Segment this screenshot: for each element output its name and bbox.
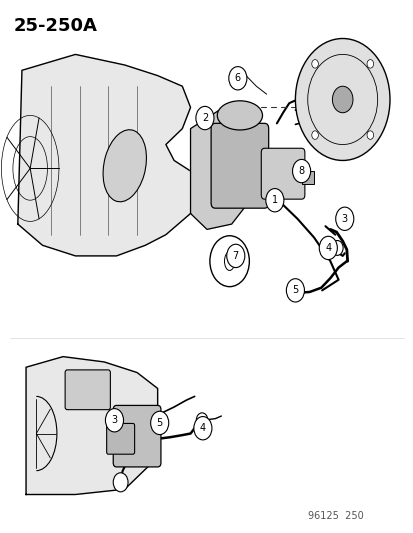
Circle shape (311, 60, 318, 68)
Circle shape (113, 473, 128, 492)
Polygon shape (26, 357, 157, 495)
Polygon shape (190, 108, 247, 229)
Text: 3: 3 (111, 415, 117, 425)
Text: 2: 2 (201, 113, 208, 123)
Polygon shape (18, 54, 198, 256)
Circle shape (331, 240, 342, 255)
Text: 5: 5 (156, 418, 162, 428)
Circle shape (295, 38, 389, 160)
Circle shape (311, 131, 318, 139)
Circle shape (193, 417, 211, 440)
Circle shape (286, 279, 304, 302)
Ellipse shape (67, 376, 108, 406)
FancyBboxPatch shape (211, 123, 268, 208)
FancyBboxPatch shape (65, 370, 110, 410)
FancyBboxPatch shape (107, 423, 134, 454)
Text: 1: 1 (271, 195, 277, 205)
Circle shape (332, 86, 352, 113)
Text: 4: 4 (325, 243, 330, 253)
FancyBboxPatch shape (261, 148, 304, 199)
Circle shape (226, 244, 244, 268)
Text: 25-250A: 25-250A (14, 17, 97, 35)
Text: 8: 8 (298, 166, 304, 176)
Text: 6: 6 (234, 73, 240, 83)
FancyBboxPatch shape (113, 406, 161, 467)
Text: 7: 7 (232, 251, 238, 261)
Circle shape (292, 159, 310, 183)
Circle shape (318, 236, 337, 260)
Circle shape (150, 411, 169, 434)
Circle shape (366, 131, 373, 139)
Circle shape (195, 107, 214, 130)
Ellipse shape (217, 101, 262, 130)
Circle shape (366, 60, 373, 68)
Circle shape (335, 207, 353, 230)
Circle shape (105, 409, 123, 432)
Text: 4: 4 (199, 423, 205, 433)
Text: 3: 3 (341, 214, 347, 224)
Circle shape (265, 189, 283, 212)
Text: 5: 5 (292, 285, 298, 295)
Circle shape (196, 413, 207, 427)
Ellipse shape (103, 130, 146, 202)
Text: 96125  250: 96125 250 (307, 511, 362, 521)
Circle shape (228, 67, 246, 90)
Polygon shape (301, 171, 313, 184)
